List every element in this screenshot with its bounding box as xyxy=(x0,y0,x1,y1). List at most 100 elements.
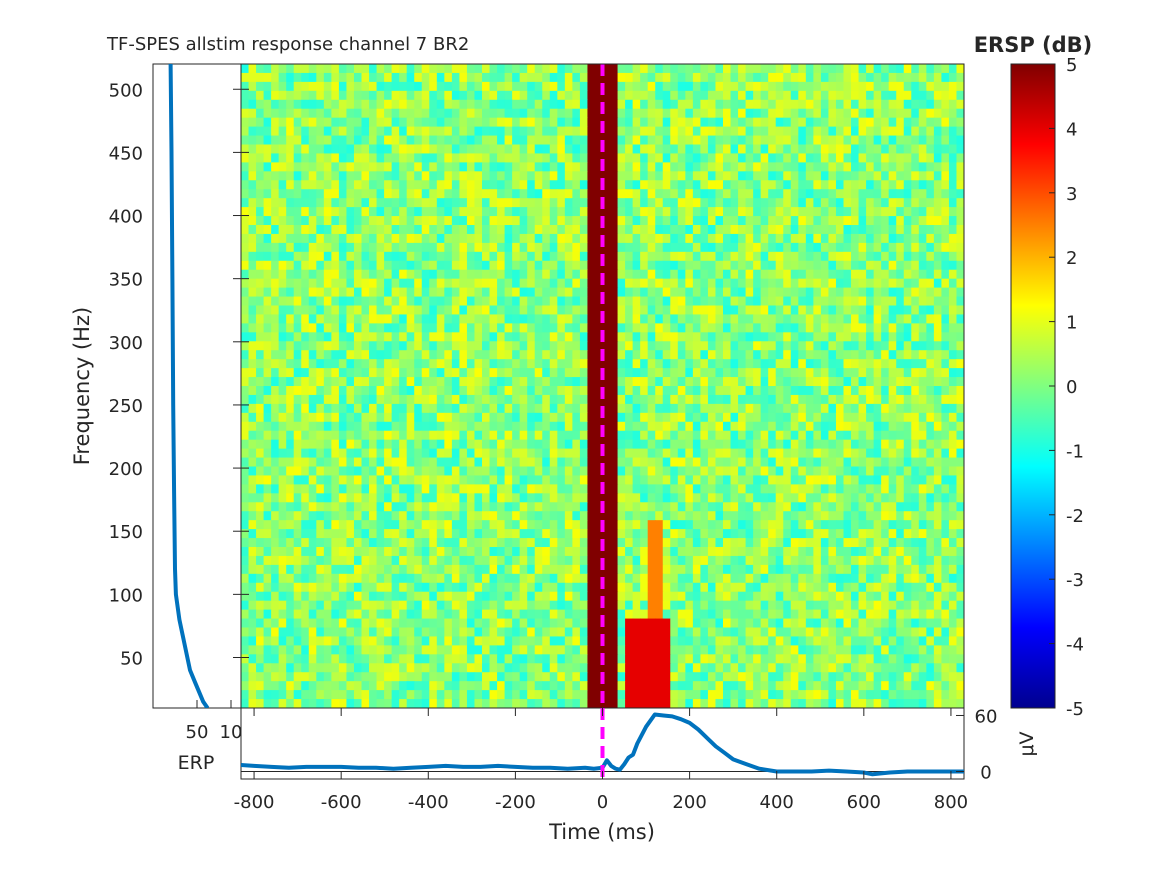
heatmap-cell xyxy=(489,457,498,468)
heatmap-cell xyxy=(888,135,897,146)
heatmap-cell xyxy=(948,502,958,512)
heatmap-cell xyxy=(504,421,513,432)
heatmap-cell xyxy=(429,493,438,503)
heatmap-cell xyxy=(640,278,649,289)
heatmap-cell xyxy=(504,368,513,378)
heatmap-cell xyxy=(956,207,964,217)
heatmap-cell xyxy=(730,126,739,137)
heatmap-cell xyxy=(798,323,807,333)
heatmap-cell xyxy=(632,64,641,74)
heatmap-cell xyxy=(602,466,611,477)
heatmap-cell xyxy=(760,520,769,530)
heatmap-cell xyxy=(369,242,378,253)
heatmap-cell xyxy=(783,108,792,119)
heatmap-cell xyxy=(587,189,596,199)
heatmap-cell xyxy=(858,475,867,485)
heatmap-cell xyxy=(911,90,920,101)
heatmap-cell xyxy=(564,171,573,181)
heatmap-cell xyxy=(918,394,927,405)
heatmap-cell xyxy=(323,457,332,468)
heatmap-cell xyxy=(843,314,852,324)
heatmap-cell xyxy=(263,162,272,172)
heatmap-cell xyxy=(700,412,709,423)
heatmap-cell xyxy=(527,377,536,387)
heatmap-cell xyxy=(896,251,905,262)
heatmap-cell xyxy=(677,144,686,155)
heatmap-cell xyxy=(948,64,958,74)
heatmap-cell xyxy=(828,144,837,155)
heatmap-cell xyxy=(361,72,370,83)
heatmap-cell xyxy=(918,135,927,146)
heatmap-cell xyxy=(647,180,656,190)
heatmap-cell xyxy=(361,180,370,190)
heatmap-cell xyxy=(436,251,445,262)
heatmap-cell xyxy=(730,242,739,253)
heatmap-cell xyxy=(677,189,686,199)
heatmap-cell xyxy=(813,242,822,253)
heatmap-cell xyxy=(881,412,890,423)
heatmap-cell xyxy=(346,430,355,441)
heatmap-cell xyxy=(647,448,656,459)
heatmap-cell xyxy=(361,484,370,494)
heatmap-cell xyxy=(625,251,634,262)
heatmap-cell xyxy=(670,475,679,485)
heatmap-cell xyxy=(843,171,852,181)
heatmap-cell xyxy=(429,386,438,396)
heatmap-cell xyxy=(896,323,905,333)
heatmap-cell xyxy=(760,144,769,155)
heatmap-cell xyxy=(451,484,461,494)
heatmap-cell xyxy=(466,198,476,208)
heatmap-cell xyxy=(549,403,558,414)
heatmap-cell xyxy=(941,108,950,119)
heatmap-cell xyxy=(466,296,476,307)
heatmap-cell xyxy=(534,448,543,459)
heatmap-cell xyxy=(707,484,717,494)
heatmap-cell xyxy=(933,466,943,477)
heatmap-cell xyxy=(338,180,348,190)
heatmap-cell xyxy=(504,207,513,217)
heatmap-cell xyxy=(451,457,461,468)
heatmap-cell xyxy=(564,260,573,271)
heatmap-cell xyxy=(881,198,890,208)
heatmap-cell xyxy=(602,251,611,262)
heatmap-cell xyxy=(730,350,739,360)
heatmap-cell xyxy=(534,466,543,477)
heatmap-cell xyxy=(707,225,717,235)
heatmap-cell xyxy=(369,511,378,521)
heatmap-cell xyxy=(820,350,830,360)
heatmap-cell xyxy=(399,242,408,253)
heatmap-cell xyxy=(715,368,724,378)
heatmap-cell xyxy=(316,180,325,190)
heatmap-cell xyxy=(775,332,784,342)
heatmap-cell xyxy=(338,403,348,414)
heatmap-cell xyxy=(429,153,438,163)
heatmap-cell xyxy=(497,278,506,289)
heatmap-cell xyxy=(677,135,686,146)
heatmap-cell xyxy=(331,126,340,137)
heatmap-cell xyxy=(926,99,935,110)
heatmap-cell xyxy=(376,341,385,351)
heatmap-cell xyxy=(655,198,664,208)
heatmap-cell xyxy=(429,341,438,351)
heatmap-cell xyxy=(256,412,265,423)
heatmap-cell xyxy=(399,323,408,333)
heatmap-cell xyxy=(263,126,272,137)
heatmap-cell xyxy=(873,377,882,387)
heatmap-cell xyxy=(369,72,378,83)
heatmap-cell xyxy=(858,135,867,146)
heatmap-cell xyxy=(527,403,536,414)
heatmap-cell xyxy=(745,386,754,396)
heatmap-cell xyxy=(610,287,619,298)
heatmap-cell xyxy=(414,377,423,387)
heatmap-cell xyxy=(835,394,845,405)
heatmap-cell xyxy=(805,278,814,289)
heatmap-cell xyxy=(527,180,536,190)
heatmap-cell xyxy=(564,64,573,74)
heatmap-cell xyxy=(775,189,784,199)
heatmap-cell xyxy=(685,72,694,83)
heatmap-cell xyxy=(715,493,724,503)
heatmap-cell xyxy=(911,430,920,441)
heatmap-cell xyxy=(451,64,461,74)
heatmap-cell xyxy=(851,171,860,181)
heatmap-cell xyxy=(602,332,611,342)
